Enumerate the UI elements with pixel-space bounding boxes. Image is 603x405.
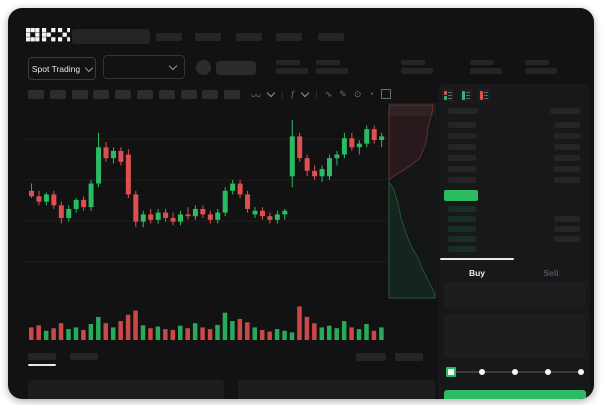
- orders-panel-placeholder[interactable]: [28, 380, 224, 399]
- ask-amount: [554, 155, 580, 161]
- okx-logo: [26, 28, 70, 42]
- chart-footer-tab-active[interactable]: [28, 353, 56, 360]
- history-icon[interactable]: ◔: [368, 89, 374, 99]
- bid-price[interactable]: [448, 216, 476, 222]
- draw-icon[interactable]: ✎: [339, 89, 347, 99]
- buy-tab-indicator: [440, 258, 514, 260]
- orderbook-view-toggles: [442, 89, 490, 101]
- chart-footer-tab[interactable]: [70, 353, 98, 360]
- bid-amount: [554, 236, 580, 242]
- ask-price[interactable]: [448, 144, 476, 150]
- book-asks-icon[interactable]: [478, 89, 490, 101]
- search-input[interactable]: [72, 29, 150, 44]
- slider-stop[interactable]: [578, 369, 584, 375]
- ask-amount: [554, 144, 580, 150]
- amount-slider[interactable]: [446, 367, 584, 377]
- ticker-stat-label: [470, 60, 494, 65]
- ask-amount: [554, 177, 580, 183]
- bid-price[interactable]: [448, 226, 476, 232]
- divider: |: [281, 89, 284, 99]
- interval-dropdown-icon[interactable]: ᴗᴗ: [251, 89, 262, 99]
- slider-handle[interactable]: [446, 367, 456, 377]
- chevron-down-icon[interactable]: [266, 88, 276, 98]
- ask-price[interactable]: [448, 133, 476, 139]
- favorite-icon[interactable]: [196, 60, 211, 75]
- timeframe-button[interactable]: [115, 90, 132, 99]
- timeframe-button[interactable]: [28, 90, 44, 99]
- chevron-down-icon[interactable]: [301, 88, 310, 98]
- buy-submit-button[interactable]: [444, 390, 586, 399]
- last-price-badge[interactable]: [444, 190, 478, 201]
- ask-price[interactable]: [448, 177, 476, 183]
- price-input[interactable]: [444, 282, 586, 308]
- line-style-icon[interactable]: ∿: [324, 89, 333, 99]
- book-bids-icon[interactable]: [460, 89, 472, 101]
- ticker-stat-label: [401, 60, 425, 65]
- bid-amount: [554, 216, 580, 222]
- ticker-stat-label: [525, 60, 549, 65]
- indicator-dropdown-icon[interactable]: ƒ: [290, 89, 296, 99]
- ticker-stat-value: [470, 68, 502, 74]
- nav-item[interactable]: [195, 33, 221, 41]
- fullscreen-icon[interactable]: [380, 89, 391, 99]
- ticker-stat-value: [525, 68, 557, 74]
- chart-tools: ᴗᴗ | ƒ | ∿ ✎ ⊙ ◔: [251, 88, 391, 99]
- nav-item[interactable]: [318, 33, 344, 41]
- timeframe-button[interactable]: [158, 90, 175, 99]
- bid-price[interactable]: [448, 246, 476, 252]
- timeframe-button[interactable]: [49, 90, 66, 99]
- ticker-stat-label: [316, 60, 340, 65]
- assets-panel-placeholder[interactable]: [238, 380, 435, 399]
- divider: |: [315, 89, 318, 99]
- tab-buy[interactable]: Buy: [468, 268, 486, 278]
- nav-item[interactable]: [236, 33, 262, 41]
- timeframe-button[interactable]: [71, 90, 88, 99]
- timeframe-button[interactable]: [180, 90, 197, 99]
- slider-stop[interactable]: [479, 369, 485, 375]
- chevron-down-icon: [84, 63, 94, 72]
- okx-trading-window: Spot Trading ᴗᴗ | ƒ | ∿ ✎ ⊙ ◔: [8, 8, 594, 399]
- timeframe-button[interactable]: [202, 90, 219, 99]
- ask-price[interactable]: [448, 166, 476, 172]
- tab-sell[interactable]: Sell: [543, 268, 559, 278]
- chevron-down-icon: [168, 61, 178, 71]
- chart-scale-control[interactable]: [395, 353, 423, 361]
- orderbook-header-price: [448, 108, 478, 114]
- ticker-stat-value: [316, 68, 348, 74]
- ticker-stat-value: [401, 68, 433, 74]
- chart-scale-control[interactable]: [356, 353, 386, 361]
- timeframe-button[interactable]: [224, 90, 241, 99]
- market-type-dropdown[interactable]: Spot Trading: [28, 57, 96, 80]
- ask-price[interactable]: [448, 155, 476, 161]
- ticker-stat-value: [276, 68, 308, 74]
- ask-amount: [554, 133, 580, 139]
- nav-item[interactable]: [276, 33, 302, 41]
- pair-selector-dropdown[interactable]: [103, 55, 185, 79]
- timeframe-button[interactable]: [93, 90, 110, 99]
- amount-input[interactable]: [444, 314, 586, 358]
- ask-amount: [554, 122, 580, 128]
- slider-stop[interactable]: [545, 369, 551, 375]
- active-tab-underline: [28, 364, 56, 366]
- ask-amount: [554, 166, 580, 172]
- ticker-stat-label: [276, 60, 300, 65]
- ask-price[interactable]: [448, 122, 476, 128]
- bid-price[interactable]: [448, 236, 476, 242]
- timeframe-button[interactable]: [137, 90, 153, 99]
- camera-icon[interactable]: ⊙: [353, 89, 362, 99]
- bid-price[interactable]: [448, 206, 476, 212]
- bid-amount: [554, 226, 580, 232]
- market-type-label: Spot Trading: [31, 63, 81, 74]
- orderbook-header-amount: [550, 108, 580, 114]
- candlestick-chart[interactable]: [22, 103, 438, 348]
- book-both-icon[interactable]: [442, 89, 454, 101]
- slider-stop[interactable]: [512, 369, 518, 375]
- header-button-placeholder[interactable]: [216, 61, 256, 75]
- nav-item[interactable]: [156, 33, 182, 41]
